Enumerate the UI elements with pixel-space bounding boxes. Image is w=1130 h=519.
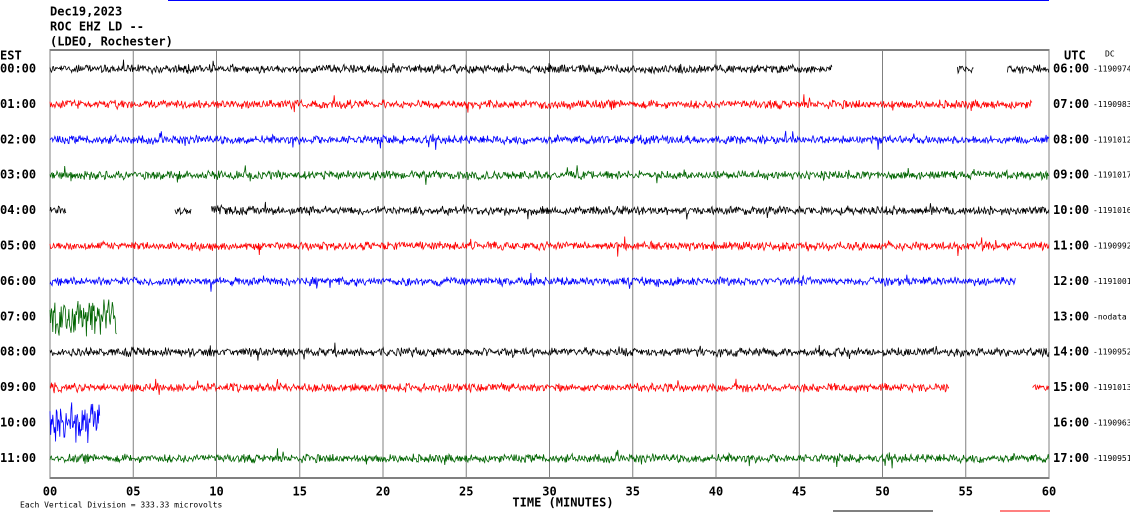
left-label: EST xyxy=(0,49,22,63)
dc-value: -1190992 xyxy=(1093,242,1130,251)
trace xyxy=(49,378,950,395)
dc-value: -1190983 xyxy=(1093,100,1130,109)
x-tick-label: 35 xyxy=(626,485,640,499)
trace xyxy=(49,402,101,444)
dc-value: -1190952 xyxy=(1093,348,1130,357)
trace xyxy=(49,272,1016,292)
x-tick-label: 25 xyxy=(459,485,473,499)
utc-label: 10:00 xyxy=(1053,203,1089,217)
utc-label: 16:00 xyxy=(1053,416,1089,430)
dc-value: -1191001 xyxy=(1093,277,1130,286)
est-label: 02:00 xyxy=(0,132,36,146)
trace xyxy=(49,236,1050,257)
trace xyxy=(1032,383,1049,391)
title-line: ROC EHZ LD -- xyxy=(50,20,144,34)
x-tick-label: 50 xyxy=(875,485,889,499)
dc-value: -1191016 xyxy=(1093,206,1130,215)
x-tick-label: 05 xyxy=(126,485,140,499)
trace xyxy=(49,130,1050,150)
dc-value: -1191012 xyxy=(1093,135,1130,144)
est-label: 00:00 xyxy=(0,62,36,76)
x-axis-label: TIME (MINUTES) xyxy=(512,496,613,510)
right-label: UTC xyxy=(1064,49,1086,63)
est-label: 11:00 xyxy=(0,451,36,465)
est-label: 05:00 xyxy=(0,239,36,253)
utc-label: 06:00 xyxy=(1053,62,1089,76)
dc-value: -1190963 xyxy=(1093,419,1130,428)
title-line: (LDEO, Rochester) xyxy=(50,35,173,49)
trace xyxy=(49,448,1050,469)
trace xyxy=(1007,64,1050,74)
trace xyxy=(211,201,1050,220)
dc-label: DC xyxy=(1105,50,1115,59)
trace xyxy=(49,165,1050,185)
utc-label: 09:00 xyxy=(1053,168,1089,182)
dc-value: -1191013 xyxy=(1093,383,1130,392)
title-line: Dec19,2023 xyxy=(50,5,122,19)
est-label: 08:00 xyxy=(0,345,36,359)
est-label: 04:00 xyxy=(0,203,36,217)
utc-label: 17:00 xyxy=(1053,451,1089,465)
dc-value: -1190951 xyxy=(1093,454,1130,463)
est-label: 10:00 xyxy=(0,416,36,430)
x-tick-label: 55 xyxy=(959,485,973,499)
est-label: 06:00 xyxy=(0,274,36,288)
utc-label: 12:00 xyxy=(1053,274,1089,288)
trace xyxy=(49,59,833,76)
x-tick-label: 30 xyxy=(542,485,556,499)
x-tick-label: 40 xyxy=(709,485,723,499)
trace xyxy=(174,206,192,216)
est-label: 09:00 xyxy=(0,380,36,394)
utc-label: 14:00 xyxy=(1053,345,1089,359)
x-tick-label: 20 xyxy=(376,485,390,499)
utc-label: 11:00 xyxy=(1053,239,1089,253)
trace xyxy=(49,94,1033,113)
utc-label: 08:00 xyxy=(1053,132,1089,146)
x-tick-label: 15 xyxy=(293,485,307,499)
est-label: 03:00 xyxy=(0,168,36,182)
x-tick-label: 10 xyxy=(209,485,223,499)
est-label: 01:00 xyxy=(0,97,36,111)
dc-value: -1191017 xyxy=(1093,171,1130,180)
utc-label: 13:00 xyxy=(1053,309,1089,323)
trace xyxy=(49,299,117,337)
utc-label: 07:00 xyxy=(1053,97,1089,111)
utc-label: 15:00 xyxy=(1053,380,1089,394)
x-tick-label: 60 xyxy=(1042,485,1056,499)
trace xyxy=(957,65,974,75)
note: Each Vertical Division = 333.33 microvol… xyxy=(20,501,222,510)
x-tick-label: 45 xyxy=(792,485,806,499)
trace xyxy=(49,342,1050,361)
est-label: 07:00 xyxy=(0,309,36,323)
trace xyxy=(49,205,67,215)
dc-value: -nodata xyxy=(1093,312,1127,321)
x-tick-label: 00 xyxy=(43,485,57,499)
dc-value: -1190974 xyxy=(1093,65,1130,74)
